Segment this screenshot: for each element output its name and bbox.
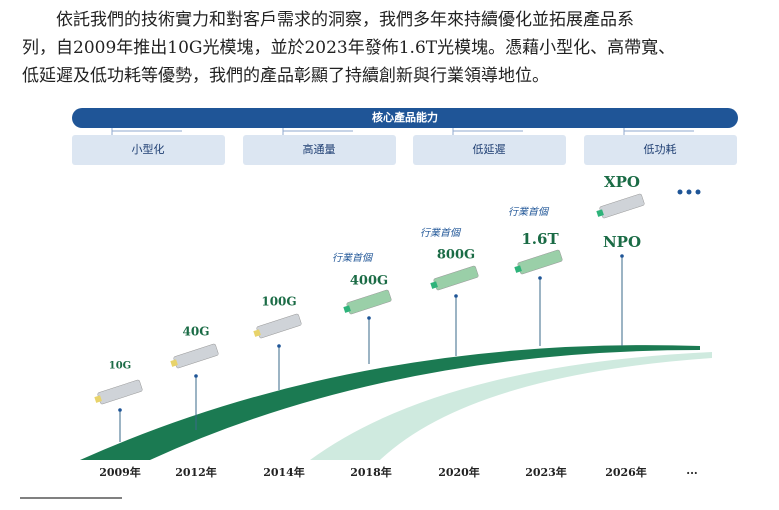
product-label: 100G [261,295,296,309]
header-bar [72,108,738,128]
module-tab [170,359,178,367]
stem-dot [367,316,371,320]
module-tab [253,329,261,337]
more-dot [695,189,701,195]
module-image [517,249,563,275]
first-in-industry: 行業首個 [420,227,462,239]
year-label: 2020年 [438,465,480,479]
paragraph: 依託我們的技術實力和對客戶需求的洞察，我們多年來持續優化並拓展產品系列，自200… [22,6,774,90]
capability-box [584,135,737,165]
product-label: 800G [437,248,475,263]
module-image [256,313,302,339]
module-tab [94,395,102,403]
product-label: NPO [603,233,641,251]
capability-box [413,135,566,165]
stem-dot [454,294,458,298]
capability-label: 低功耗 [644,143,677,156]
first-in-industry: 行業首個 [508,206,550,218]
product-label: 10G [109,361,131,372]
module-image [97,379,143,405]
module-image [346,289,392,315]
capability-box [72,135,225,165]
stem-dot [194,374,198,378]
paragraph-line: 依託我們的技術實力和對客戶需求的洞察，我們多年來持續優化並拓展產品系 [56,10,634,30]
first-in-industry: 行業首個 [332,252,374,264]
year-label: 2018年 [350,465,392,479]
module-tab [430,281,438,289]
module-tab [596,209,604,217]
capability-label: 小型化 [132,142,165,156]
stem-dot [620,254,624,258]
product-label: 400G [350,274,388,289]
capability-label: 高通量 [303,142,336,156]
year-label: 2009年 [99,465,141,479]
year-label: 2023年 [525,465,567,479]
product-label: 1.6T [521,230,559,248]
product-label: 40G [183,325,210,339]
module-image [599,193,645,219]
more-dot [686,189,692,195]
paragraph-line: 低延遲及低功耗等優勢，我們的產品彰顯了持續創新與行業領導地位。 [22,66,549,86]
paragraph-line: 列，自2009年推出10G光模塊，並於2023年發佈1.6T光模塊。憑藉小型化、… [22,38,676,58]
capability-label: 低延遲 [473,143,506,156]
stem-dot [118,408,122,412]
year-label: 2014年 [263,465,305,479]
curve-light [310,352,712,460]
header-title: 核心產品能力 [372,110,438,124]
more-dot [677,189,683,195]
curve-dark [80,345,700,460]
module-tab [343,305,351,313]
module-image [173,343,219,369]
product-label: XPO [604,173,640,191]
year-label: 2012年 [175,465,217,479]
stem-dot [277,344,281,348]
year-more: ... [686,464,698,477]
module-image [433,265,479,291]
capability-box [243,135,396,165]
stem-dot [538,276,542,280]
year-label: 2026年 [605,465,647,479]
module-tab [514,265,522,273]
